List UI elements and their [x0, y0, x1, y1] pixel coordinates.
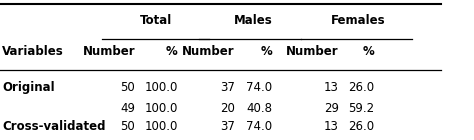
Text: 26.0: 26.0 [348, 120, 374, 133]
Text: Number: Number [286, 45, 339, 58]
Text: %: % [261, 45, 273, 58]
Text: 40.8: 40.8 [246, 102, 273, 115]
Text: 37: 37 [220, 81, 235, 94]
Text: Cross-validated: Cross-validated [2, 120, 106, 133]
Text: 59.2: 59.2 [348, 102, 374, 115]
Text: Total: Total [140, 14, 173, 27]
Text: Variables: Variables [2, 45, 64, 58]
Text: 20: 20 [220, 102, 235, 115]
Text: 100.0: 100.0 [145, 102, 178, 115]
Text: 100.0: 100.0 [145, 81, 178, 94]
Text: %: % [363, 45, 374, 58]
Text: 26.0: 26.0 [348, 81, 374, 94]
Text: 37: 37 [220, 120, 235, 133]
Text: 50: 50 [120, 81, 135, 94]
Text: Number: Number [82, 45, 135, 58]
Text: Original: Original [2, 81, 55, 94]
Text: Males: Males [234, 14, 273, 27]
Text: 13: 13 [324, 120, 339, 133]
Text: 49: 49 [120, 102, 135, 115]
Text: Females: Females [330, 14, 385, 27]
Text: 74.0: 74.0 [246, 120, 273, 133]
Text: Number: Number [182, 45, 235, 58]
Text: 74.0: 74.0 [246, 81, 273, 94]
Text: %: % [166, 45, 178, 58]
Text: 13: 13 [324, 81, 339, 94]
Text: 100.0: 100.0 [145, 120, 178, 133]
Text: 29: 29 [324, 102, 339, 115]
Text: 50: 50 [120, 120, 135, 133]
